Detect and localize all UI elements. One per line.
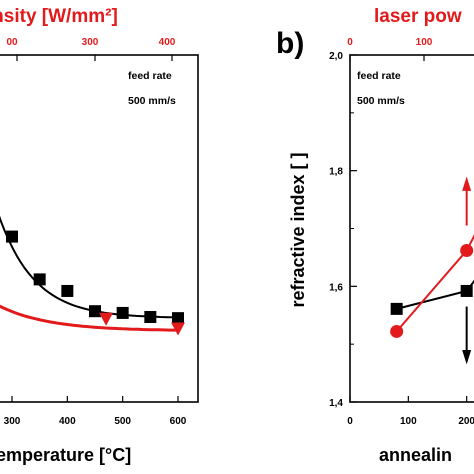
panel-a-x-tick-label: 400 xyxy=(59,416,76,427)
panel-b-series-black-line xyxy=(396,279,474,310)
panel-b-y-axis-title: refractive index [ ] xyxy=(288,152,308,307)
panel-a-data-point-square xyxy=(33,273,46,286)
panel-b-y-tick-label: 2,0 xyxy=(329,51,343,62)
panel-b-letter: b) xyxy=(276,27,304,60)
panel-b-arrows xyxy=(462,176,472,365)
panel-a-series xyxy=(0,215,185,336)
panel-a-bottom-ticks: 300 400 500 600 xyxy=(4,396,187,427)
panel-b-arrow-up-icon xyxy=(462,176,472,191)
panel-a-top-tick-label: 300 xyxy=(82,37,99,48)
panel-a-top-tick-label: 00 xyxy=(6,37,18,48)
panel-a-data-point-square xyxy=(172,312,184,325)
panel-a-data-point-square xyxy=(89,305,101,318)
panel-a-annotation-line1: feed rate xyxy=(128,70,172,82)
panel-b-data-point-square xyxy=(390,302,403,315)
panel-a-x-tick-label: 500 xyxy=(114,416,131,427)
panel-b-y-tick-label: 1,4 xyxy=(329,398,343,409)
panel-a-data-point-square xyxy=(6,230,18,243)
panel-b-y-ticks: 1,4 1,6 1,8 2,0 xyxy=(329,51,357,409)
panel-b-annotation-line1: feed rate xyxy=(357,70,401,82)
panel-a-data-point-square xyxy=(144,310,157,323)
panel-a-data-point-square xyxy=(61,284,74,297)
panel-b-y-tick-label: 1,6 xyxy=(329,282,343,293)
panel-b-plot-frame xyxy=(349,54,474,403)
panel-b-data-point-circle xyxy=(390,324,404,338)
panel-b-y-tick-label: 1,8 xyxy=(329,167,343,178)
panel-b-x-tick-label: 0 xyxy=(347,416,353,427)
panel-a-top-tick-label: 400 xyxy=(159,37,176,48)
panel-b-x-tick-label: 100 xyxy=(400,416,417,427)
panel-b-data-point-square xyxy=(460,284,473,297)
panel-a-top-ticks: 00 300 400 xyxy=(6,37,176,61)
panel-a-annotation-line2: 500 mm/s xyxy=(128,95,176,107)
panel-a-x-tick-label: 300 xyxy=(4,416,21,427)
panel-b-top-tick-label: 100 xyxy=(416,37,433,48)
panel-a-plot-frame xyxy=(0,54,199,403)
panel-a-top-axis-title: density [W/mm²] xyxy=(0,6,118,27)
panel-a-data-point-triangle xyxy=(99,312,114,326)
panel-b-series-red-line xyxy=(395,234,474,333)
panel-a-series-red-line xyxy=(0,304,179,332)
panel-b-data-point-circle xyxy=(460,243,474,257)
panel-b-top-ticks: 0 100 xyxy=(347,37,433,61)
panel-b-top-axis-title: laser pow xyxy=(374,6,462,27)
panel-a-x-axis-title: emperature [°C] xyxy=(0,445,131,465)
panel-b-series xyxy=(390,234,474,338)
panel-b-bottom-ticks: 0 100 200 xyxy=(347,396,474,427)
panel-b-top-tick-label: 0 xyxy=(347,37,353,48)
panel-a-series-black-line xyxy=(0,215,177,319)
panel-b-arrow-down-icon xyxy=(462,349,472,365)
panel-b-x-axis-title: annealin xyxy=(379,445,452,465)
panel-b-annotation-line2: 500 mm/s xyxy=(357,95,405,107)
panel-a-data-point-triangle xyxy=(171,322,185,336)
panel-a-x-tick-label: 600 xyxy=(170,416,187,427)
panel-a-data-point-square xyxy=(116,306,129,319)
panel-b-x-tick-label: 200 xyxy=(458,416,474,427)
